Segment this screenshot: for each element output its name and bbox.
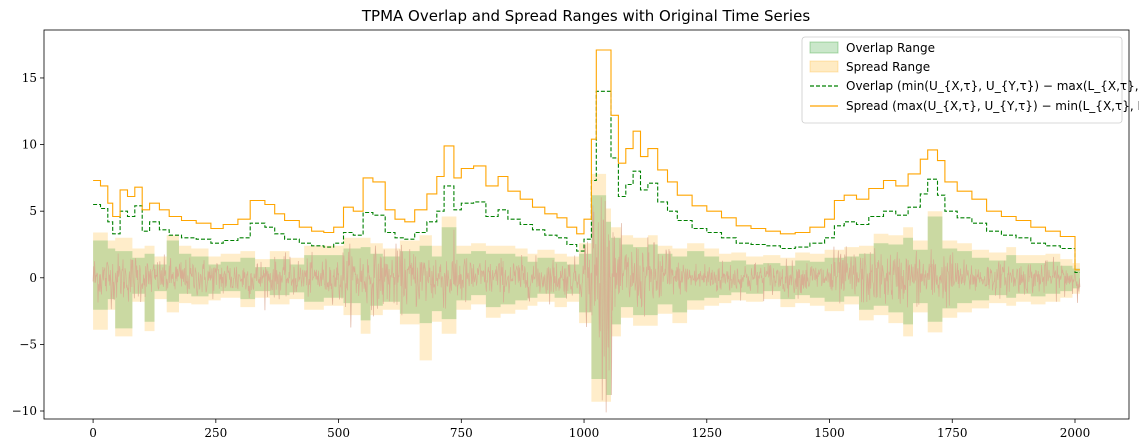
overlap-line bbox=[93, 90, 1080, 274]
legend-box bbox=[801, 36, 1123, 124]
legend-swatch-overlap-range bbox=[809, 41, 839, 54]
x-tick-label: 250 bbox=[204, 426, 227, 440]
legend-label-spread-range: Spread Range bbox=[846, 60, 930, 74]
y-tick-label: −5 bbox=[19, 337, 37, 351]
chart-title: TPMA Overlap and Spread Ranges with Orig… bbox=[361, 7, 810, 25]
x-tick-label: 1500 bbox=[814, 426, 845, 440]
plot-area bbox=[92, 49, 1081, 413]
spread-line bbox=[93, 49, 1080, 271]
spread-step-line bbox=[93, 49, 1080, 271]
y-tick-label: 5 bbox=[29, 204, 37, 218]
y-tick-label: −10 bbox=[12, 404, 37, 418]
legend-label-overlap-range: Overlap Range bbox=[846, 41, 935, 55]
y-tick-label: 10 bbox=[22, 138, 37, 152]
axes-frame bbox=[43, 29, 1130, 420]
y-tick-label: 0 bbox=[29, 271, 37, 285]
legend-label-overlap-line: Overlap (min(U_{X,τ}, U_{Y,τ}) − max(L_{… bbox=[846, 79, 1139, 93]
legend-swatch-spread-range bbox=[809, 60, 839, 73]
legend-label-spread-line: Spread (max(U_{X,τ}, U_{Y,τ}) − min(L_{X… bbox=[846, 99, 1139, 113]
x-tick-label: 1000 bbox=[569, 426, 600, 440]
spread-range-band bbox=[93, 173, 1080, 402]
x-tick-label: 750 bbox=[450, 426, 473, 440]
spread-range-area bbox=[93, 173, 1080, 402]
x-tick-label: 500 bbox=[327, 426, 350, 440]
y-tick-label: 15 bbox=[22, 71, 37, 85]
overlap-range-area bbox=[93, 195, 1080, 395]
overlap-range-band bbox=[93, 195, 1080, 395]
y-axis: −10 −5 0 5 10 15 bbox=[12, 71, 44, 418]
x-axis: 0 250 500 750 1000 1250 1500 1750 2000 bbox=[89, 419, 1090, 440]
x-tick-label: 1750 bbox=[937, 426, 968, 440]
original-series-path bbox=[92, 197, 1081, 413]
original-time-series bbox=[92, 197, 1081, 413]
x-tick-label: 1250 bbox=[692, 426, 723, 440]
legend: Overlap Range Spread Range Overlap (min(… bbox=[801, 36, 1139, 124]
x-tick-label: 0 bbox=[89, 426, 97, 440]
x-tick-label: 2000 bbox=[1060, 426, 1091, 440]
overlap-step-line bbox=[93, 90, 1080, 274]
